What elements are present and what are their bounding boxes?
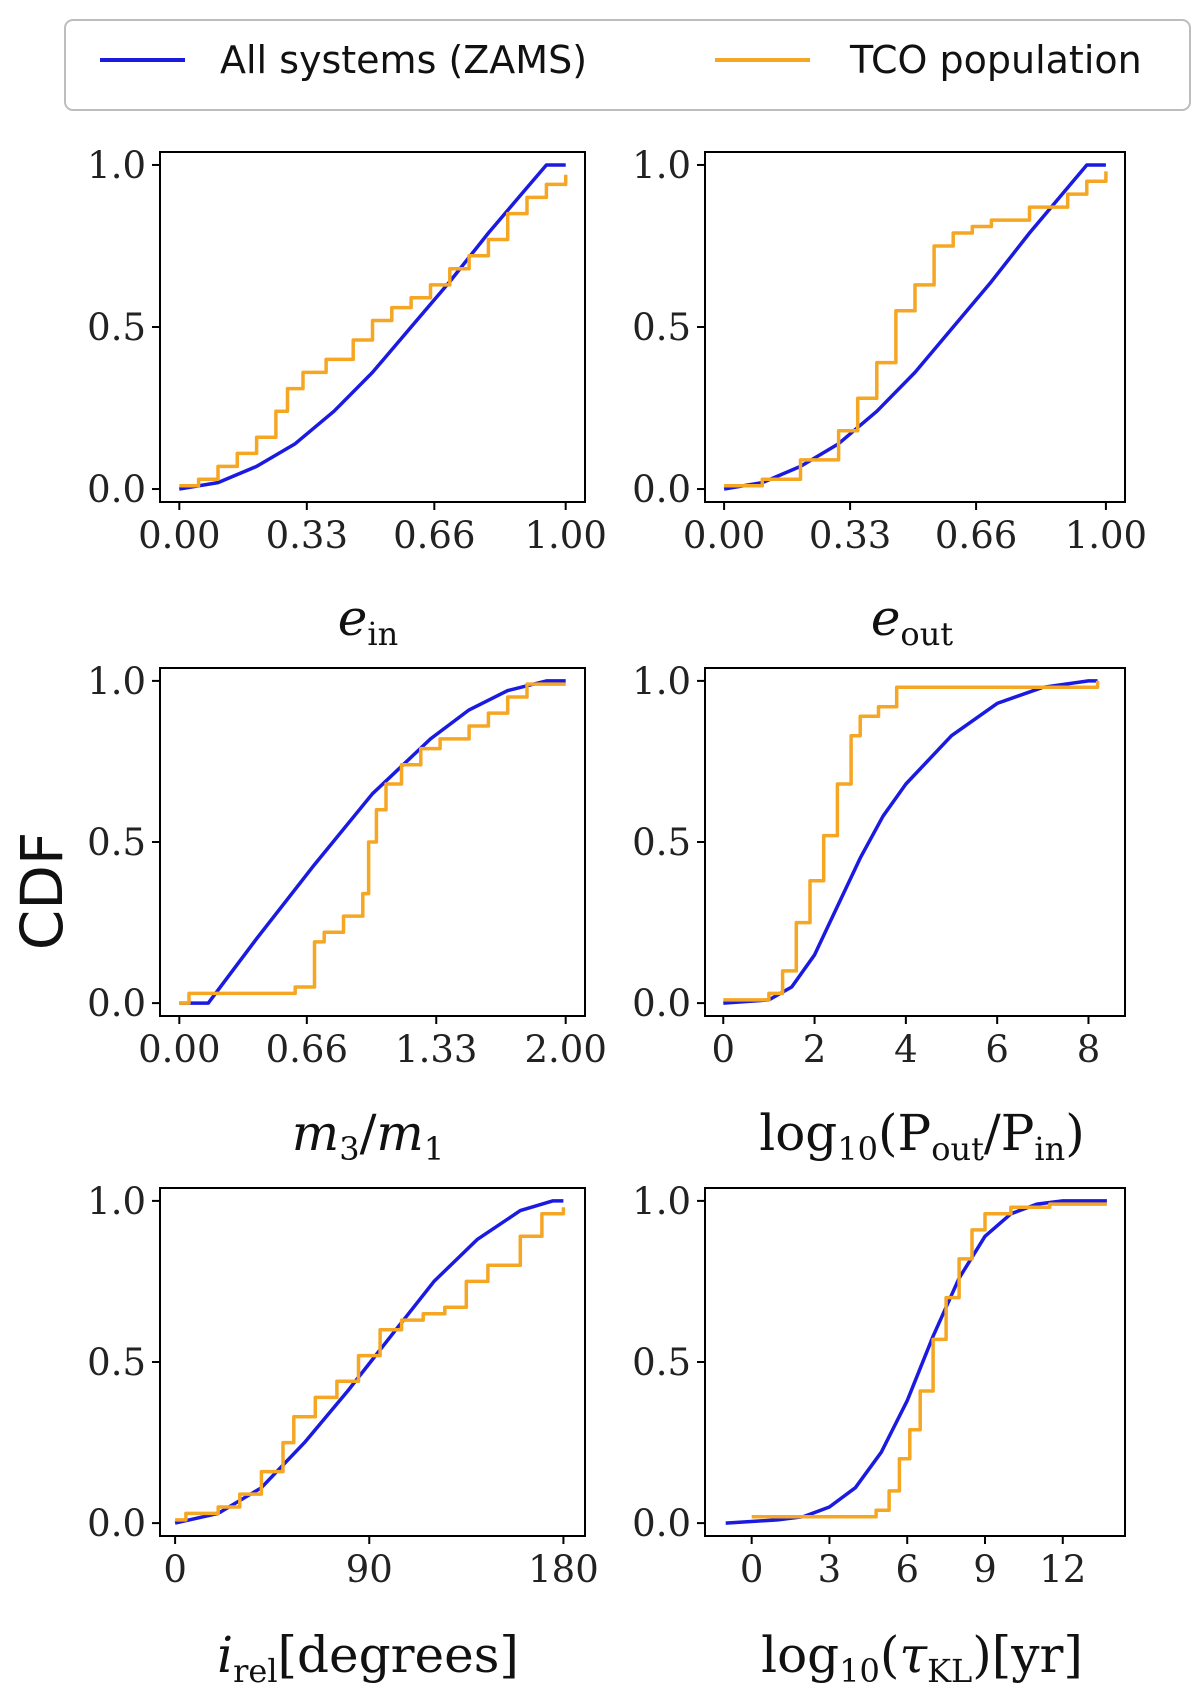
panel-log10_tau_KL: 0.0 0.5 1.0 0 3 6 9 12 [632, 1180, 1126, 1591]
x-tick-label: 0.00 [683, 514, 765, 557]
legend-frame [64, 19, 1191, 111]
zams-cdf-line [174, 1199, 564, 1525]
x-tick-label: 2.00 [524, 1028, 606, 1071]
x-tick-label: 180 [528, 1548, 599, 1591]
x-label-period-ratio: log10(Pout/Pin) [759, 1104, 1085, 1168]
tco-cdf-line [724, 171, 1108, 488]
legend: All systems (ZAMS) TCO population [64, 19, 1191, 111]
x-label-i-rel: irel[degrees] [217, 1626, 519, 1690]
x-tick-label: 1.00 [1065, 514, 1147, 557]
x-tick-label: 0.33 [266, 514, 348, 557]
x-tick-label: 6 [895, 1548, 919, 1591]
y-tick-label: 1.0 [632, 1180, 691, 1223]
tco-cdf-line [179, 174, 568, 488]
tco-cdf-line [175, 1207, 566, 1522]
y-tick-label: 0.5 [632, 1341, 691, 1384]
y-tick-label: 1.0 [632, 144, 691, 187]
panels: 0.00.51.00.00 0.33 0.66 1.000.00.51.00.00 0.… [87, 144, 1147, 1591]
y-tick-label: 0.0 [632, 1502, 691, 1545]
y-tick-label: 0.0 [632, 468, 691, 511]
x-tick-label: 8 [1077, 1028, 1101, 1071]
x-tick-label: 0.33 [809, 514, 891, 557]
x-tick-label: 90 [346, 1548, 393, 1591]
panel-i_rel: 0.0 0.5 1.0 0 90 180 [87, 1180, 599, 1591]
x-tick-label: 9 [973, 1548, 997, 1591]
x-tick-label: 0.00 [138, 514, 220, 557]
x-tick-label: 0 [740, 1548, 764, 1591]
y-tick-label: 0.0 [87, 1502, 146, 1545]
tco-cdf-line [751, 1202, 1107, 1519]
x-label-e-out: eout [871, 589, 953, 653]
x-tick-label: 0 [711, 1028, 735, 1071]
x-tick-label: 3 [818, 1548, 842, 1591]
y-tick-label: 0.5 [87, 306, 146, 349]
panel-log10_Pout_over_Pin: 0.0 0.5 1.0 0 2 4 6 8 [632, 660, 1126, 1071]
y-tick-label: 0.0 [87, 468, 146, 511]
zams-cdf-line [723, 163, 1106, 491]
plot-frame [704, 667, 1126, 1017]
y-tick-label: 0.0 [87, 982, 146, 1025]
y-axis-label: CDF [8, 832, 76, 951]
panel-e_out: 0.0 0.5 1.0 0.00 0.33 0.66 1.00 [632, 144, 1147, 557]
y-tick-label: 1.0 [632, 660, 691, 703]
x-tick-label: 1.00 [524, 514, 606, 557]
x-tick-label: 2 [803, 1028, 827, 1071]
y-tick-label: 0.0 [632, 982, 691, 1025]
x-tick-label: 0.00 [138, 1028, 220, 1071]
x-tick-label: 12 [1039, 1548, 1086, 1591]
y-tick-label: 0.5 [87, 1341, 146, 1384]
y-tick-label: 1.0 [87, 1180, 146, 1223]
x-tick-label: 4 [894, 1028, 918, 1071]
x-label-e-in: ein [338, 589, 398, 653]
x-tick-label: 0.66 [935, 514, 1017, 557]
legend-label-tco: TCO population [849, 38, 1142, 82]
tco-cdf-line [179, 682, 566, 1005]
x-tick-label: 1.33 [395, 1028, 477, 1071]
y-tick-label: 1.0 [87, 144, 146, 187]
x-tick-label: 6 [985, 1028, 1009, 1071]
x-tick-label: 0.66 [266, 1028, 348, 1071]
plot-frame [704, 1187, 1126, 1537]
y-tick-label: 0.5 [87, 821, 146, 864]
x-label-tau-kl: log10(τKL)[yr] [761, 1626, 1083, 1690]
legend-label-zams: All systems (ZAMS) [220, 38, 587, 82]
panel-e_in: 0.0 0.5 1.0 0.00 0.33 0.66 1.00 [87, 144, 607, 557]
x-tick-label: 0 [163, 1548, 187, 1591]
y-tick-label: 0.5 [632, 306, 691, 349]
panel-m3_over_m1: 0.0 0.5 1.0 0.00 0.66 1.33 2.00 [87, 660, 607, 1071]
y-tick-label: 0.5 [632, 821, 691, 864]
y-tick-label: 1.0 [87, 660, 146, 703]
x-label-m3-m1: m3/m1 [292, 1104, 444, 1168]
plot-frame [704, 151, 1126, 503]
zams-cdf-line [179, 163, 566, 491]
x-tick-label: 0.66 [393, 514, 475, 557]
tco-cdf-line [723, 680, 1100, 1002]
